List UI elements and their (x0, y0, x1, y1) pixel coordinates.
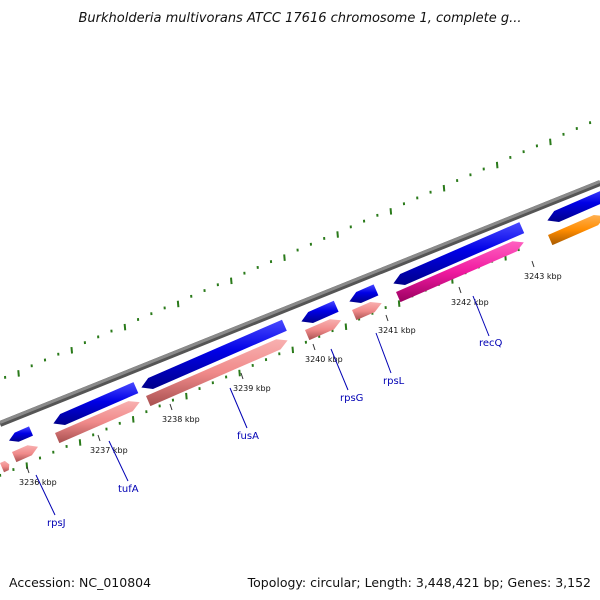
leader-fusA (229, 387, 248, 429)
gc-skew-dash (78, 439, 82, 446)
gene-label-rpsJ: rpsJ (47, 518, 66, 529)
gc-skew-dash (131, 416, 135, 423)
cds-arrow-3 (141, 319, 287, 389)
rna-arrow-8 (548, 215, 600, 246)
scale-tick-mark (97, 434, 101, 442)
scale-tick-mark (531, 260, 535, 268)
leader-rpsJ (35, 474, 56, 516)
rna-arrow-5 (305, 319, 342, 341)
gc-skew-dash (336, 231, 339, 238)
topology-summary: Topology: circular; Length: 3,448,421 bp… (247, 575, 591, 590)
gc-skew-dash (176, 300, 180, 308)
gc-skew-dash (17, 370, 20, 377)
gc-skew-dash (123, 323, 127, 331)
tick-label-3236: 3236 kbp (19, 478, 57, 487)
scale-tick-mark (385, 314, 389, 322)
gene-labels: rpsJ tufA fusA rpsG rpsL recQ (47, 338, 503, 529)
leader-rpsG (330, 348, 349, 391)
gc-skew-dash (344, 323, 348, 331)
gc-skew-dash (495, 161, 499, 169)
rna-arrow-2 (12, 445, 38, 463)
gc-skew-dash (442, 184, 446, 192)
cds-arrow-2 (53, 382, 139, 425)
scale-ticks: 3236 kbp 3237 kbp 3238 kbp 3239 kbp 3240… (19, 260, 562, 487)
scale-tick-mark (458, 286, 462, 294)
tick-label-3243: 3243 kbp (524, 272, 562, 281)
gc-skew-dash (230, 277, 233, 285)
tick-label-3238: 3238 kbp (162, 415, 200, 424)
gene-leader-lines (35, 295, 490, 516)
cds-arrow-4 (301, 300, 339, 323)
rna-arrow-4 (146, 339, 288, 407)
rna-arrow-1 (0, 460, 10, 473)
gc-skew-dash (238, 369, 241, 377)
cds-arrow-1 (9, 426, 33, 442)
cds-arrow-6 (393, 222, 525, 285)
gene-label-fusA: fusA (237, 431, 259, 442)
cds-arrow-5 (349, 284, 379, 303)
gene-label-rpsL: rpsL (383, 376, 405, 387)
gc-skew-dash (283, 254, 286, 261)
rna-arrow-3 (55, 401, 140, 444)
rna-arrow-7 (396, 241, 524, 303)
gene-label-rpsG: rpsG (340, 393, 363, 404)
tick-label-3241: 3241 kbp (378, 326, 416, 335)
rna-arrow-6 (352, 302, 382, 321)
backbone-highlight (0, 180, 600, 424)
scale-tick-mark (240, 372, 244, 380)
gc-skew-dash (389, 208, 393, 215)
scale-tick-mark (169, 403, 173, 411)
backbone-track (0, 180, 600, 427)
gc-skew-dash (70, 346, 74, 354)
scale-tick-mark (26, 466, 30, 474)
gc-skew-track (0, 121, 592, 477)
leader-recQ (472, 295, 490, 337)
feature-track (0, 191, 600, 473)
gene-label-tufA: tufA (118, 484, 139, 495)
tick-label-3237: 3237 kbp (90, 446, 128, 455)
scale-tick-mark (312, 343, 316, 351)
tick-label-3239: 3239 kbp (233, 384, 271, 393)
gc-skew-dash (291, 346, 295, 354)
leader-tufA (108, 440, 129, 482)
accession-text: Accession: NC_010804 (9, 575, 151, 590)
gc-skew-dash (397, 300, 401, 307)
cds-arrow-7 (547, 191, 600, 222)
tick-label-3242: 3242 kbp (451, 298, 489, 307)
map-title: Burkholderia multivorans ATCC 17616 chro… (79, 11, 522, 26)
tick-label-3240: 3240 kbp (305, 355, 343, 364)
gene-label-recQ: recQ (479, 338, 503, 349)
gc-skew-dash (185, 392, 188, 400)
leader-rpsL (375, 332, 392, 374)
gc-skew-dash (549, 138, 552, 146)
